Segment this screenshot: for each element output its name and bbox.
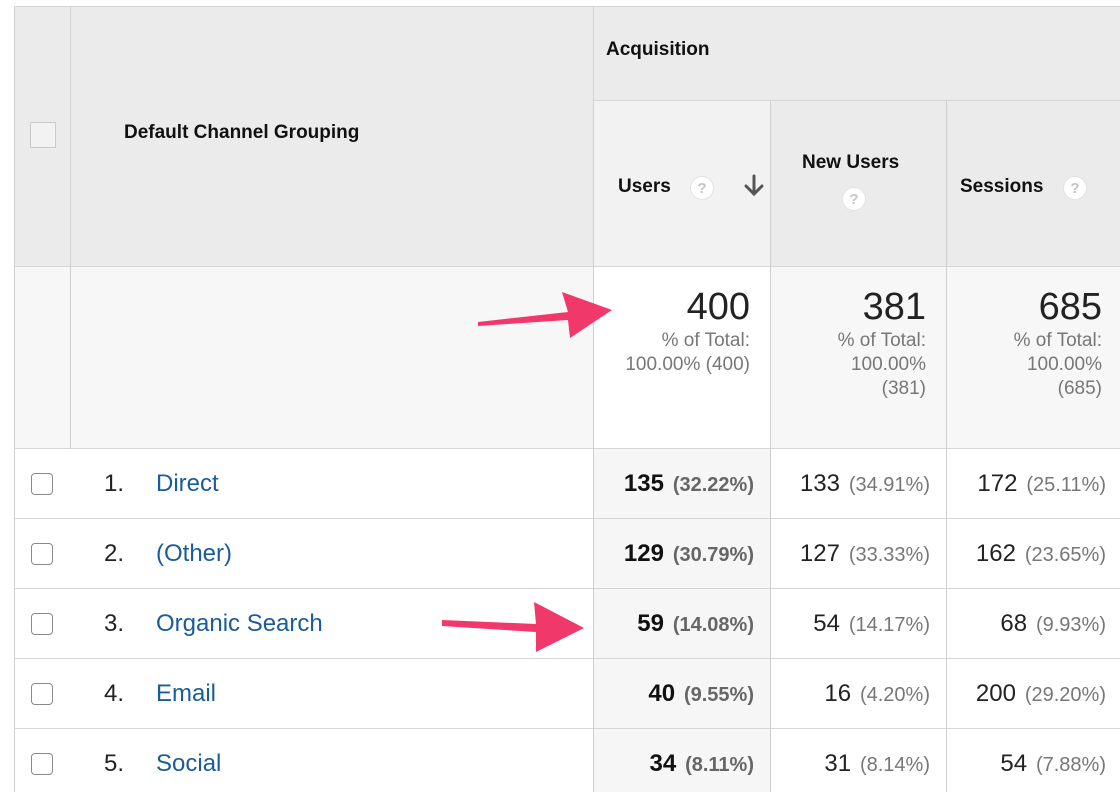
- sessions-total: 685 % of Total: 100.00% (685): [952, 286, 1102, 401]
- users-total: 400 % of Total: 100.00% (400): [600, 286, 750, 377]
- users-total-label: % of Total:: [661, 330, 750, 351]
- channel-link-direct[interactable]: Direct: [156, 470, 219, 497]
- arrow-down-icon[interactable]: [742, 173, 766, 204]
- sessions-cell: 172 (25.11%): [977, 470, 1106, 497]
- users-header-sorted-bg: [593, 101, 771, 267]
- sessions-cell: 162 (23.65%): [975, 540, 1106, 567]
- row-number: 1.: [104, 470, 125, 497]
- annotation-arrow-icon: [472, 284, 618, 342]
- sessions-total-value: 685: [1038, 286, 1102, 328]
- question-icon[interactable]: ?: [690, 176, 714, 200]
- new-users-total-label: % of Total:: [837, 330, 926, 351]
- users-total-value: 400: [686, 286, 750, 328]
- new-users-total-count: (381): [881, 378, 926, 399]
- new-users-cell: 31 (8.14%): [824, 750, 930, 777]
- new-users-cell: 127 (33.33%): [799, 540, 930, 567]
- row-checkbox[interactable]: [31, 683, 53, 705]
- row-number: 3.: [104, 610, 125, 637]
- row-checkbox[interactable]: [31, 613, 53, 635]
- users-cell: 40 (9.55%): [648, 680, 754, 707]
- row-number: 2.: [104, 540, 125, 567]
- question-icon[interactable]: ?: [842, 187, 866, 211]
- new-users-cell: 16 (4.20%): [824, 680, 930, 707]
- new-users-total-value: 381: [862, 286, 926, 328]
- dimension-header[interactable]: Default Channel Grouping: [124, 122, 360, 143]
- users-total-percent: 100.00% (400): [625, 354, 750, 375]
- new-users-total-percent: 100.00%: [850, 354, 926, 375]
- new-users-total: 381 % of Total: 100.00% (381): [776, 286, 926, 401]
- users-cell: 135 (32.22%): [623, 470, 754, 497]
- users-cell: 59 (14.08%): [637, 610, 754, 637]
- row-number: 5.: [104, 750, 125, 777]
- channel-link-other[interactable]: (Other): [156, 540, 233, 567]
- header-background: [14, 6, 1120, 267]
- sessions-cell: 54 (7.88%): [1000, 750, 1106, 777]
- channel-link-social[interactable]: Social: [156, 750, 222, 777]
- new-users-column-header[interactable]: New Users: [802, 152, 900, 173]
- sessions-column-header[interactable]: Sessions: [960, 176, 1044, 197]
- sessions-cell: 200 (29.20%): [975, 680, 1106, 707]
- row-checkbox[interactable]: [31, 473, 53, 495]
- sessions-total-label: % of Total:: [1013, 330, 1102, 351]
- totals-dimension-background: [14, 267, 593, 449]
- select-all-checkbox[interactable]: [30, 122, 56, 148]
- users-cell: 129 (30.79%): [623, 540, 754, 567]
- channel-link-organic-search[interactable]: Organic Search: [156, 610, 323, 637]
- row-number: 4.: [104, 680, 125, 707]
- users-column-header[interactable]: Users: [618, 176, 671, 197]
- question-icon[interactable]: ?: [1063, 176, 1087, 200]
- users-cell: 34 (8.11%): [649, 750, 754, 777]
- sessions-total-percent: 100.00%: [1026, 354, 1102, 375]
- new-users-cell: 54 (14.17%): [813, 610, 930, 637]
- sessions-total-count: (685): [1057, 378, 1102, 399]
- users-column-highlight: [593, 449, 771, 792]
- channel-link-email[interactable]: Email: [156, 680, 217, 707]
- acquisition-group-header: Acquisition: [606, 39, 710, 60]
- sessions-cell: 68 (9.93%): [1000, 610, 1106, 637]
- new-users-cell: 133 (34.91%): [799, 470, 930, 497]
- annotation-arrow-icon: [438, 594, 588, 656]
- users-total-bg: [593, 267, 771, 449]
- row-checkbox[interactable]: [31, 753, 53, 775]
- row-checkbox[interactable]: [31, 543, 53, 565]
